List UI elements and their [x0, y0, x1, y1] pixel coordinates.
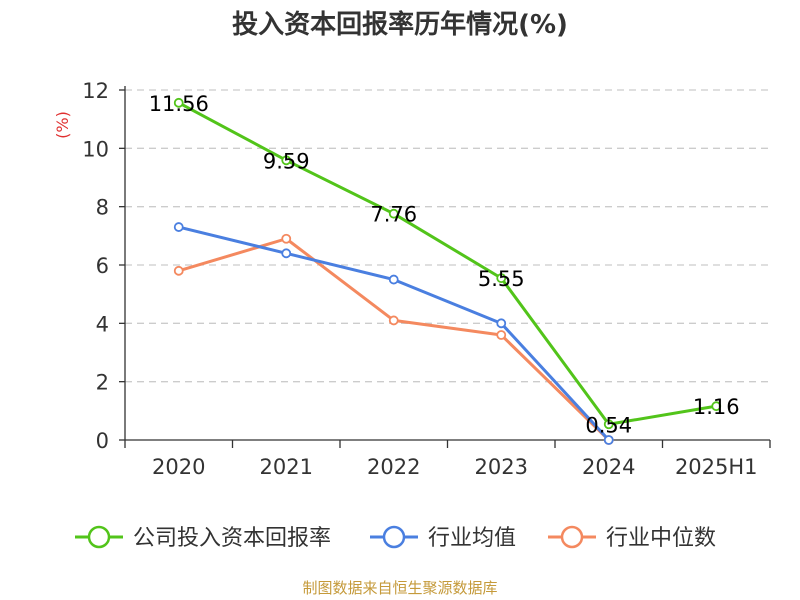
legend-marker	[382, 525, 406, 549]
x-tick-label: 2025H1	[675, 455, 758, 479]
legend-label: 行业均值	[428, 526, 516, 551]
data-label: 0.54	[585, 413, 632, 437]
x-tick-label: 2021	[260, 455, 313, 479]
data-point	[388, 315, 399, 326]
data-point	[281, 233, 292, 244]
data-point	[603, 435, 614, 445]
y-tick-label: 12	[82, 79, 109, 103]
data-label: 1.16	[693, 395, 740, 419]
x-tick-label: 2020	[152, 455, 205, 479]
y-axis-unit: (%)	[53, 111, 72, 139]
data-label: 5.55	[478, 267, 525, 291]
data-point	[388, 274, 399, 285]
data-label: 7.76	[370, 203, 417, 227]
data-point	[281, 248, 292, 259]
series-line-1	[178, 225, 610, 442]
legend-marker	[560, 525, 584, 549]
legend: 公司投入资本回报率 行业均值 行业中位数	[75, 525, 716, 551]
data-point	[711, 401, 722, 412]
data-point	[496, 273, 507, 284]
data-point	[173, 97, 184, 108]
x-tick-label: 2022	[367, 455, 420, 479]
y-tick-label: 10	[82, 137, 109, 161]
data-label: 11.56	[149, 92, 209, 116]
data-point	[173, 222, 184, 232]
y-tick-label: 4	[96, 312, 109, 336]
series	[173, 97, 722, 445]
chart-title: 投入资本回报率历年情况(%)	[232, 9, 568, 40]
data-point	[603, 419, 614, 430]
source-note: 制图数据来自恒生聚源数据库	[302, 579, 497, 597]
x-tick-label: 2024	[582, 455, 635, 479]
legend-item: 公司投入资本回报率	[75, 525, 331, 551]
series-line-2	[178, 237, 610, 442]
data-point	[173, 265, 184, 276]
grid-lines	[125, 89, 770, 383]
legend-item: 行业均值	[370, 525, 516, 551]
y-tick-label: 0	[96, 429, 109, 453]
series-line-0	[178, 101, 717, 426]
x-tick-label: 2023	[475, 455, 528, 479]
data-point	[496, 330, 507, 340]
legend-marker	[87, 525, 111, 549]
y-tick-label: 2	[96, 371, 109, 395]
legend-item: 行业中位数	[548, 525, 716, 551]
data-label: 9.59	[263, 149, 310, 173]
axes: 0 2 4 6 8 10 12 2020 2021 2022 2023 2024 2025H1	[82, 79, 771, 479]
legend-label: 行业中位数	[606, 526, 716, 551]
y-tick-label: 8	[96, 196, 109, 220]
data-labels: 11.56 9.59 7.76 5.55 0.54 1.16	[149, 92, 740, 437]
data-point	[281, 155, 292, 166]
data-point	[496, 318, 507, 329]
legend-label: 公司投入资本回报率	[133, 526, 331, 551]
data-point	[388, 208, 399, 219]
y-tick-label: 6	[96, 254, 109, 278]
